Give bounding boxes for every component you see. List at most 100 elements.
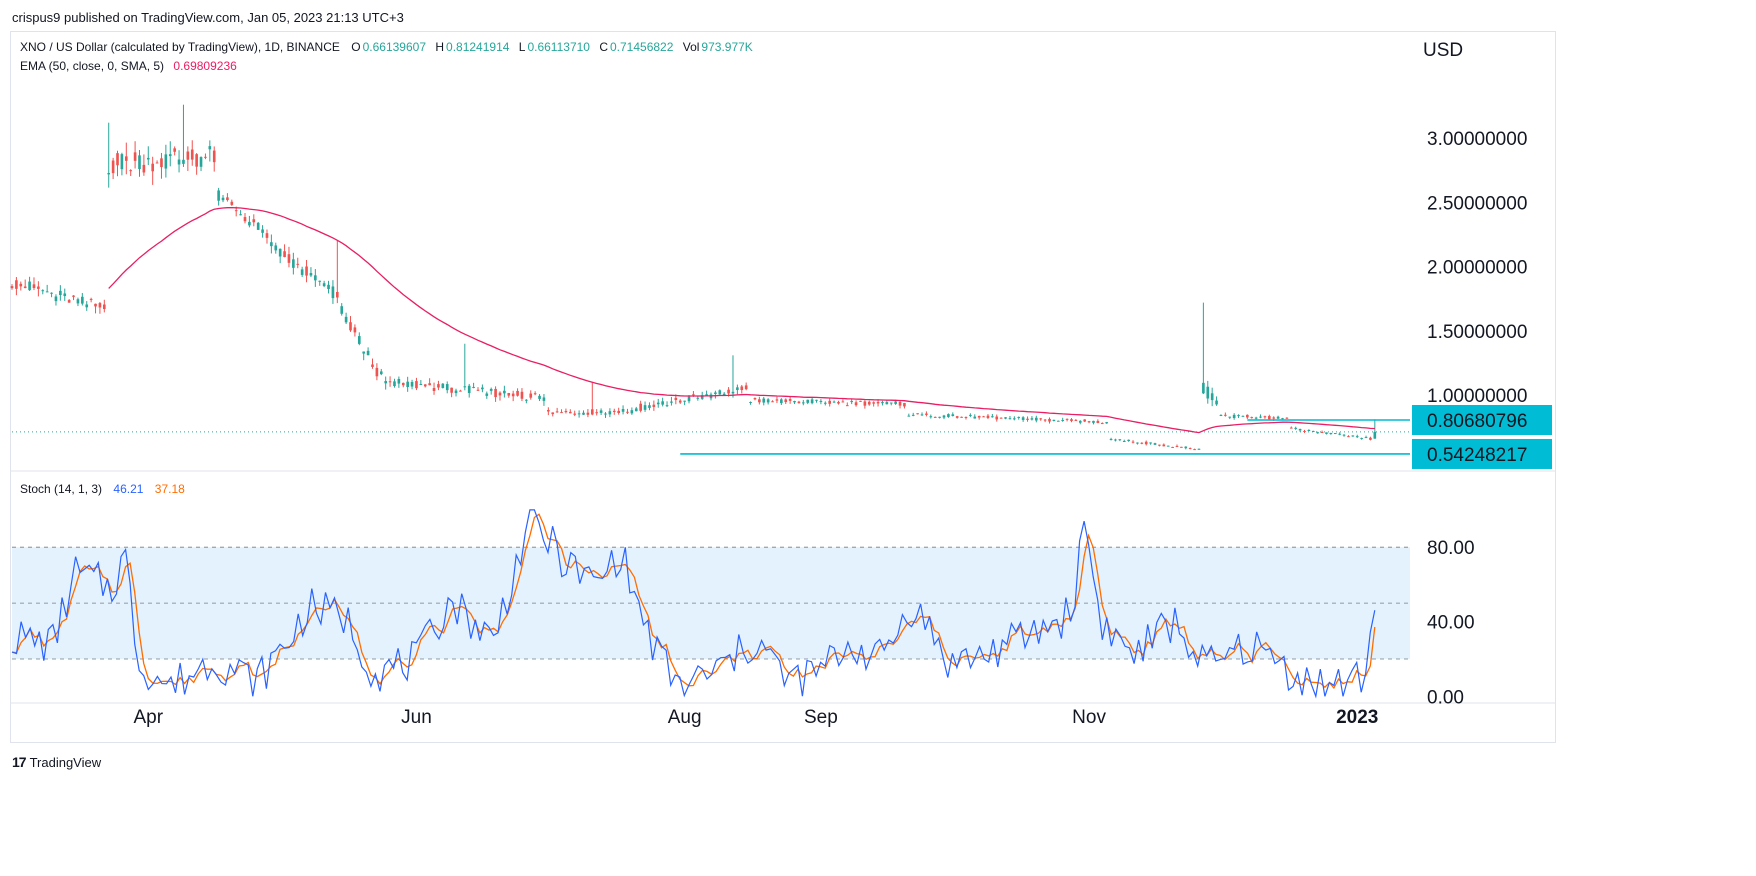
candle-body [850,401,853,403]
candle-body [872,402,875,404]
candle-body [124,156,128,161]
candle-body [955,416,959,418]
candle-body [489,388,493,391]
candle-body [305,266,308,276]
candle-body [595,412,599,414]
candle-body [731,391,735,394]
candle-body [1342,434,1346,436]
candle-body [758,399,761,403]
candle-body [1188,448,1192,450]
candle-body [1052,419,1056,422]
candle-body [749,402,752,404]
candle-body [423,384,427,387]
candle-body [507,393,511,396]
candle-body [564,410,568,413]
candle-body [261,229,264,233]
candle-body [129,170,133,172]
date-tick-label: Nov [1072,707,1106,728]
candle-body [212,150,216,163]
open-value: 0.66139607 [362,40,426,54]
candle-body [885,402,889,405]
candle-body [604,413,607,415]
candle-body [173,148,176,152]
candle-body [577,413,581,415]
candle-body [428,383,431,386]
price-tick-label: 2.50000000 [1427,193,1527,214]
candle-body [652,404,656,407]
candle-body [1232,414,1236,419]
candle-body [1250,417,1254,419]
candle-body [1373,431,1377,439]
candle-body [230,201,234,205]
candle-body [1246,414,1249,418]
candle-body [50,292,53,294]
candle-body [1122,441,1126,443]
price-level-label: 0.80680796 [1427,411,1527,432]
candle-body [907,415,911,417]
candle-body [810,399,814,404]
candle-body [832,401,836,403]
candle-body [942,415,946,418]
candle-body [1351,435,1355,437]
candle-body [54,296,58,302]
candle-body [274,245,278,251]
candle-body [1030,418,1034,420]
date-tick-label: Apr [133,707,163,728]
price-level-label: 0.54248217 [1427,445,1527,466]
candle-body [98,303,102,308]
candle-body [441,383,445,388]
stoch-tick-label: 80.00 [1427,538,1475,559]
candle-body [612,410,616,412]
footer[interactable]: 17 TradingView [12,754,101,770]
candle-body [898,401,902,406]
candle-body [248,221,251,226]
price-level-box [1412,438,1552,469]
candle-body [1355,436,1359,438]
candle-body [911,414,915,416]
candle-body [476,389,480,391]
candle-body [933,416,937,418]
date-tick-label: Sep [804,707,838,728]
candle-body [111,160,115,174]
candle-body [283,251,286,258]
candle-body [696,397,700,399]
candle-body [1364,437,1368,439]
candle-body [740,386,744,391]
candle-body [1272,417,1276,419]
candle-body [1237,415,1240,417]
high-label: H [435,40,445,54]
candle-body [208,146,212,150]
candle-body [1311,430,1315,432]
low-value: 0.66113710 [527,40,590,54]
stoch-d-line [11,513,1376,690]
candle-body [1215,400,1218,405]
candle-body [1281,418,1284,420]
date-tick-label: Jun [401,707,432,728]
candle-body [278,248,282,257]
candle-body [630,410,634,414]
candle-body [1268,416,1271,420]
candle-body [951,414,955,417]
candle-body [639,403,642,411]
candle-body [19,283,23,287]
candle-body [494,388,497,398]
candle-body [617,410,620,414]
candle-body [788,399,792,401]
candle-body [1158,444,1161,446]
candle-body [665,405,669,407]
candle-body [221,197,225,201]
candle-body [72,295,75,297]
candle-body [481,387,484,390]
candle-body [318,280,322,282]
candle-body [744,385,748,390]
candle-body [1021,417,1025,420]
candle-body [1070,419,1073,422]
stoch-d-value: 37.18 [154,482,185,496]
candle-body [1136,442,1139,444]
candle-body [1219,415,1223,417]
candle-body [32,284,36,289]
candle-body [401,382,405,386]
candle-body [837,401,840,404]
candle-body [1004,417,1007,419]
